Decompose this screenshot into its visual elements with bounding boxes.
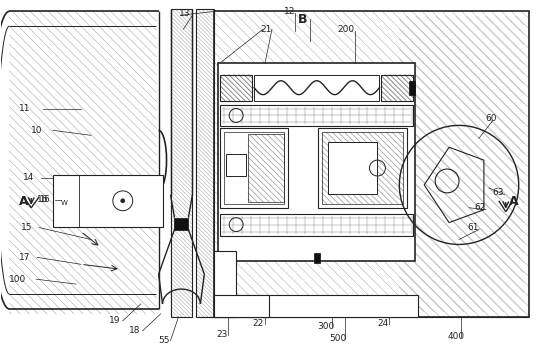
Bar [314, 253, 320, 263]
Bar [410, 81, 415, 95]
Text: 400: 400 [447, 332, 464, 341]
Bar [399, 16, 524, 312]
Text: 60: 60 [485, 114, 497, 123]
Circle shape [121, 199, 125, 203]
Bar [220, 75, 252, 101]
Text: 11: 11 [19, 104, 31, 113]
Text: 200: 200 [338, 25, 355, 34]
Text: 22: 22 [252, 319, 263, 328]
Bar [381, 75, 413, 101]
Text: W: W [61, 200, 68, 206]
Text: 12: 12 [284, 7, 295, 16]
Bar [224, 132, 284, 204]
Text: 21: 21 [260, 25, 272, 34]
Bar [328, 142, 378, 194]
Text: 23: 23 [216, 330, 228, 339]
Text: 16: 16 [39, 195, 50, 204]
Text: 19: 19 [109, 316, 120, 325]
Bar [322, 132, 403, 204]
Bar [226, 154, 246, 176]
Bar [218, 63, 415, 261]
Bar [322, 132, 403, 204]
Text: 63: 63 [493, 188, 504, 197]
Text: A: A [19, 195, 29, 208]
Text: 61: 61 [467, 223, 478, 232]
Bar [170, 9, 193, 317]
Bar [196, 9, 214, 317]
Bar [9, 11, 156, 314]
Text: B: B [298, 13, 307, 26]
Text: 55: 55 [159, 336, 170, 345]
Bar [381, 75, 413, 101]
Bar [214, 11, 529, 317]
Text: 16: 16 [37, 195, 49, 204]
Bar [175, 218, 188, 230]
Bar [214, 295, 269, 317]
Bar [248, 134, 284, 202]
Text: 17: 17 [19, 253, 31, 262]
Bar [214, 295, 418, 317]
Text: 13: 13 [179, 9, 190, 18]
Bar [254, 75, 379, 101]
Bar [248, 134, 284, 202]
Bar [220, 128, 288, 208]
Bar [220, 75, 252, 101]
Text: 14: 14 [23, 173, 35, 183]
Text: 62: 62 [474, 203, 485, 212]
Text: 100: 100 [9, 275, 27, 284]
Text: 10: 10 [31, 126, 43, 135]
Bar [220, 214, 413, 236]
Text: 15: 15 [21, 223, 33, 232]
Bar [220, 105, 413, 126]
Text: 24: 24 [378, 319, 388, 328]
Bar [214, 251, 236, 317]
Bar [318, 128, 407, 208]
Bar [170, 9, 193, 317]
Text: 300: 300 [318, 322, 335, 331]
Bar [196, 9, 214, 317]
Text: 500: 500 [329, 334, 347, 343]
Text: A: A [509, 195, 518, 208]
Text: 18: 18 [129, 326, 140, 335]
Bar [214, 11, 529, 317]
Bar [53, 175, 162, 227]
